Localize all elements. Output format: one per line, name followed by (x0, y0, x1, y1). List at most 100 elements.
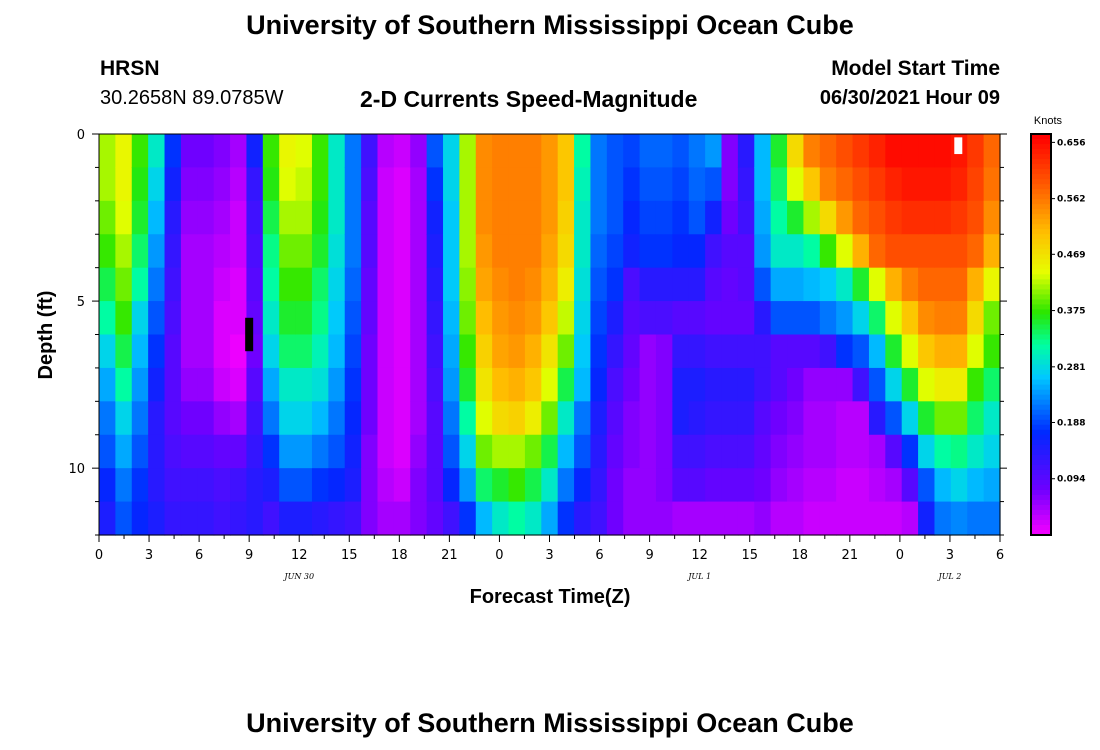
heatmap-cell (819, 434, 837, 469)
heatmap-cell (705, 200, 723, 235)
white-bar-marker (954, 137, 963, 155)
heatmap-cell (311, 334, 329, 369)
heatmap-cell (131, 401, 149, 436)
heatmap-cell (852, 434, 870, 469)
heatmap-cell (361, 468, 379, 503)
heatmap-cell (393, 234, 411, 269)
heatmap-cell (459, 401, 477, 436)
heatmap-cell (721, 200, 739, 235)
heatmap-cell (918, 301, 936, 336)
heatmap-cell (230, 167, 248, 202)
heatmap-cell (377, 234, 395, 269)
heatmap-cell (377, 434, 395, 469)
heatmap-cell (262, 367, 280, 402)
heatmap-cell (557, 334, 575, 369)
heatmap-cell (180, 401, 198, 436)
heatmap-cell (164, 267, 182, 302)
heatmap-cell (655, 434, 673, 469)
heatmap-cell (279, 167, 297, 202)
heatmap-cell (361, 334, 379, 369)
colorbar-swatch (1031, 294, 1051, 301)
heatmap-cell (721, 367, 739, 402)
heatmap-cell (852, 267, 870, 302)
heatmap-cell (868, 267, 886, 302)
heatmap-cell (901, 200, 919, 235)
heatmap-cell (901, 134, 919, 169)
heatmap-cell (213, 367, 231, 402)
heatmap-cell (541, 434, 559, 469)
heatmap-cell (197, 334, 215, 369)
colorbar-swatch (1031, 169, 1051, 175)
heatmap-cell (803, 267, 821, 302)
heatmap-cell (410, 267, 428, 302)
heatmap-cell (393, 401, 411, 436)
colorbar-swatch (1031, 394, 1051, 401)
heatmap-cell (803, 134, 821, 169)
heatmap-cell (393, 167, 411, 202)
heatmap-cell (180, 267, 198, 302)
heatmap-cell (655, 301, 673, 336)
heatmap-cell (410, 234, 428, 269)
heatmap-cell (639, 501, 657, 536)
heatmap-cell (426, 301, 444, 336)
heatmap-cell (623, 267, 641, 302)
heatmap-cell (803, 501, 821, 536)
heatmap-cell (164, 401, 182, 436)
station-coords: 30.2658N 89.0785W (100, 87, 284, 109)
chart-subtitle: 2-D Currents Speed-Magnitude (360, 86, 698, 112)
heatmap-cell (426, 468, 444, 503)
heatmap-cell (688, 301, 706, 336)
heatmap-cell (344, 301, 362, 336)
heatmap-cell (524, 234, 542, 269)
heatmap-cell (623, 367, 641, 402)
heatmap-cell (213, 468, 231, 503)
heatmap-cell (311, 134, 329, 169)
colorbar-swatch (1031, 489, 1051, 496)
heatmap-cell (967, 434, 985, 469)
x-tick-label: 15 (341, 548, 358, 563)
heatmap-cell (705, 234, 723, 269)
heatmap-cell (721, 267, 739, 302)
heatmap-cell (230, 468, 248, 503)
heatmap-cell (901, 367, 919, 402)
heatmap-cell (737, 301, 755, 336)
heatmap-cell (99, 401, 116, 436)
heatmap-cell (787, 200, 805, 235)
heatmap-cell (508, 267, 526, 302)
heatmap-cell (328, 267, 346, 302)
heatmap-cell (934, 301, 952, 336)
heatmap-cell (443, 267, 460, 302)
heatmap-cell (967, 401, 985, 436)
heatmap-cell (590, 501, 608, 536)
heatmap-cell (770, 200, 788, 235)
heatmap-cell (508, 401, 526, 436)
heatmap-cell (721, 234, 739, 269)
heatmap-cell (328, 167, 346, 202)
heatmap-cell (279, 334, 297, 369)
heatmap-cell (836, 167, 854, 202)
heatmap-cell (99, 334, 116, 369)
heatmap-cell (934, 401, 952, 436)
heatmap-cell (328, 468, 346, 503)
heatmap-cell (606, 267, 624, 302)
heatmap-cell (131, 134, 149, 169)
heatmap-cell (230, 501, 248, 536)
heatmap-cell (148, 267, 166, 302)
heatmap-cell (148, 334, 166, 369)
heatmap-cell (459, 134, 477, 169)
heatmap-cell (410, 401, 428, 436)
x-tick-label: 6 (996, 548, 1004, 563)
heatmap-cell (623, 200, 641, 235)
heatmap-cell (426, 167, 444, 202)
heatmap-cell (885, 401, 903, 436)
heatmap-cell (492, 267, 510, 302)
heatmap-cell (443, 301, 460, 336)
heatmap-cell (197, 434, 215, 469)
heatmap-cell (213, 334, 231, 369)
heatmap-cell (492, 367, 510, 402)
heatmap-cell (295, 468, 313, 503)
heatmap-cell (901, 434, 919, 469)
heatmap-cell (524, 501, 542, 536)
heatmap-cell (655, 200, 673, 235)
heatmap-cell (246, 434, 264, 469)
